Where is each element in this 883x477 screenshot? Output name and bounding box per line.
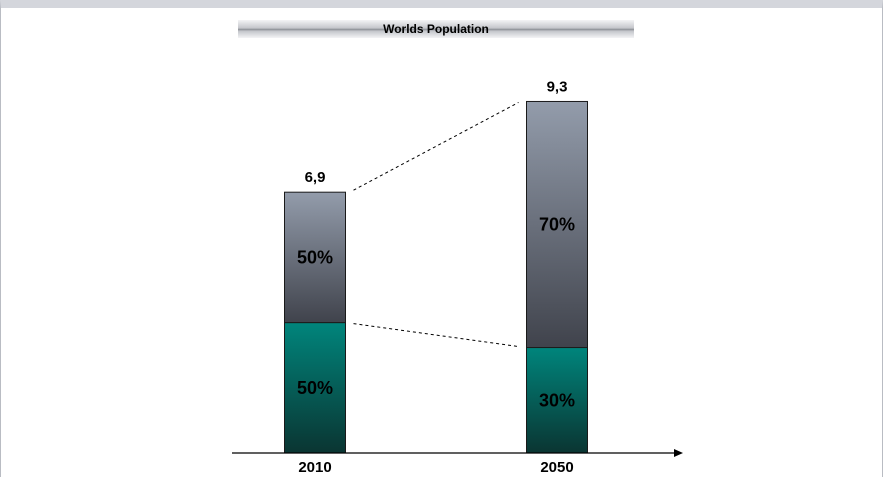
segment-label-2010-upper: 50% xyxy=(297,247,333,267)
total-label-2050: 9,3 xyxy=(547,78,568,95)
connector-line-middle xyxy=(353,323,519,348)
bar-segment-2010-lower xyxy=(284,322,346,454)
x-axis-arrow-icon xyxy=(674,449,683,457)
category-label-2010: 2010 xyxy=(298,459,331,476)
bar-segment-2050-upper xyxy=(526,100,588,349)
segment-label-2050-lower: 30% xyxy=(539,390,575,410)
segment-label-2010-lower: 50% xyxy=(297,378,333,398)
segment-label-2050-upper: 70% xyxy=(539,214,575,234)
total-label-2010: 6,9 xyxy=(305,169,326,186)
bar-segment-2010-upper xyxy=(284,191,346,324)
category-label-2050: 2050 xyxy=(540,459,573,476)
chart-title: Worlds Population xyxy=(383,22,489,36)
title-band xyxy=(238,20,634,38)
connector-line-top xyxy=(353,102,519,191)
bar-segment-2050-lower xyxy=(526,347,588,454)
